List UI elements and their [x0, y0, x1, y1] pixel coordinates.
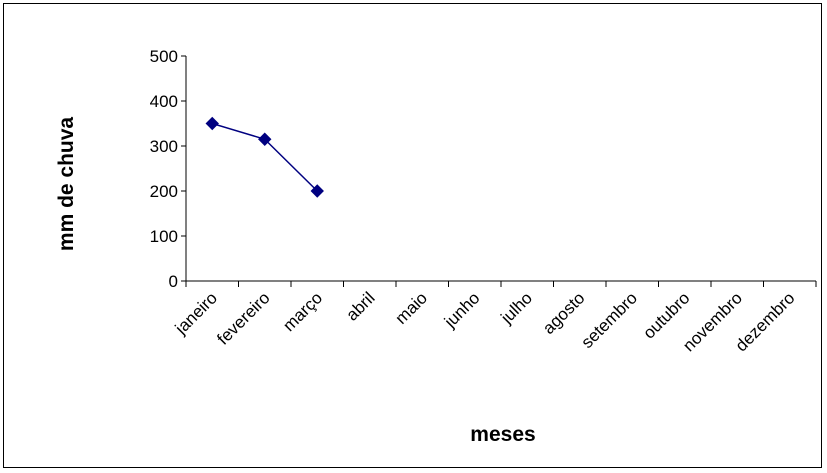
y-tick-label: 100	[150, 227, 178, 246]
x-tick-label: julho	[497, 288, 537, 328]
x-tick-label: maio	[392, 288, 431, 327]
y-tick-label: 300	[150, 137, 178, 156]
x-tick-label: março	[279, 288, 326, 335]
y-tick-label: 400	[150, 92, 178, 111]
data-point-marker	[258, 132, 272, 146]
data-point-marker	[310, 184, 324, 198]
y-tick-label: 200	[150, 182, 178, 201]
y-tick-label: 0	[169, 272, 178, 291]
chart-area	[3, 3, 822, 468]
x-tick-label: janeiro	[171, 288, 221, 338]
x-tick-label: abril	[342, 288, 378, 324]
x-tick-label: fevereiro	[213, 288, 273, 348]
axes	[185, 56, 816, 282]
x-tick-label: setembro	[578, 288, 642, 352]
series-group	[205, 116, 324, 198]
x-axis-title: meses	[470, 423, 535, 446]
data-point-marker	[205, 116, 219, 131]
y-axis-ticks: 0 100 200 300 400 500	[150, 47, 186, 291]
y-axis-title: mm de chuva	[55, 117, 78, 252]
y-tick-label: 500	[150, 47, 178, 66]
x-tick-label: junho	[440, 288, 484, 332]
x-tick-label: agosto	[539, 288, 589, 338]
